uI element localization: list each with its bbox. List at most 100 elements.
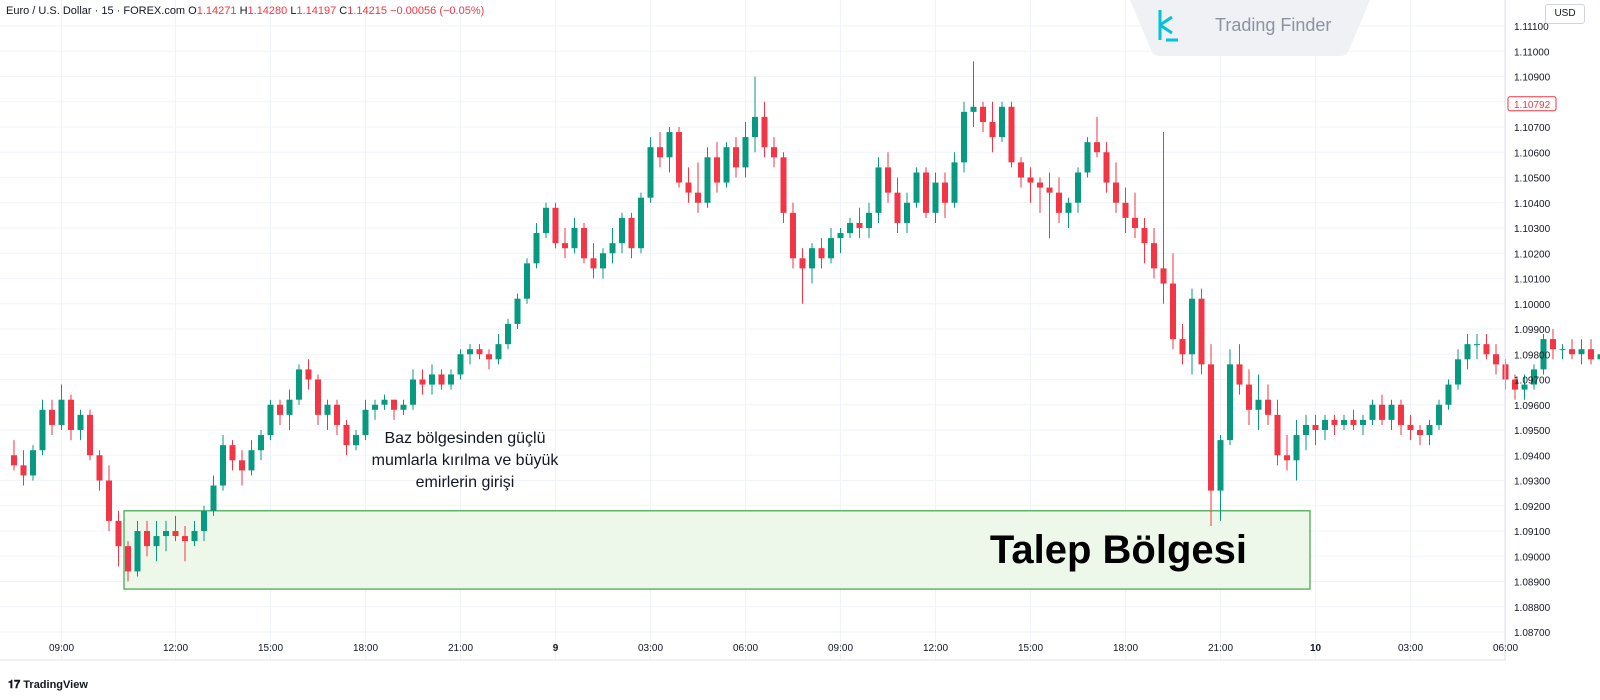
candle (1284, 435, 1290, 471)
candle (1094, 116, 1100, 158)
candle (961, 101, 967, 173)
candle (448, 369, 454, 390)
time-tick-label: 15:00 (258, 643, 283, 654)
last-price-label: 1.10792 (1507, 96, 1557, 112)
price-tick-label: 1.09500 (1514, 426, 1551, 437)
candle (1350, 409, 1357, 430)
candle (1417, 424, 1423, 446)
candle (1236, 344, 1243, 395)
candle (1474, 334, 1480, 360)
candle (1084, 137, 1091, 178)
candle (1151, 228, 1157, 279)
candle (438, 369, 445, 390)
candle (172, 515, 179, 542)
time-tick-label: 06:00 (1493, 643, 1518, 654)
candle (58, 384, 65, 430)
candle (837, 228, 844, 254)
candle (1075, 167, 1081, 213)
candle (1369, 399, 1376, 425)
logo-text: Trading Finder (1215, 15, 1332, 35)
candle (77, 409, 84, 441)
price-tick-label: 1.09800 (1514, 350, 1551, 361)
candle (87, 409, 93, 461)
candle (49, 399, 55, 436)
candle (524, 258, 530, 304)
price-tick-label: 1.10700 (1514, 123, 1551, 134)
candle (153, 520, 160, 562)
candle (695, 162, 701, 213)
candle (1597, 354, 1600, 360)
candle (628, 212, 635, 259)
candle (1464, 334, 1471, 370)
candle (1141, 217, 1148, 264)
open-value: 1.14271 (196, 5, 237, 17)
price-tick-label: 1.09900 (1514, 325, 1551, 336)
candle (666, 127, 673, 173)
candle (1388, 399, 1395, 430)
candle (1493, 344, 1499, 375)
candle (106, 465, 112, 531)
price-tick-label: 1.11100 (1514, 22, 1549, 33)
price-tick-label: 1.10100 (1514, 275, 1551, 286)
candle (733, 137, 739, 178)
candle (1512, 374, 1518, 400)
currency-button[interactable]: USD (1545, 4, 1585, 24)
candle (68, 394, 74, 441)
time-tick-label: 09:00 (49, 643, 74, 654)
candle (134, 520, 141, 577)
candle (638, 192, 644, 254)
candle (239, 450, 245, 486)
candle (1056, 177, 1062, 223)
price-tick-label: 1.09700 (1514, 376, 1551, 387)
candle (1132, 192, 1138, 239)
candle (1360, 414, 1366, 436)
candle (486, 349, 492, 370)
candle (1578, 339, 1585, 365)
low-label: L (290, 5, 297, 17)
candle (1046, 172, 1053, 239)
candle (856, 207, 863, 239)
candle (885, 152, 891, 203)
open-label: O (188, 5, 197, 17)
price-axis[interactable]: 1.111001.110001.109001.108001.107001.106… (1514, 22, 1551, 639)
candle (324, 399, 331, 430)
last-price-box (1507, 96, 1557, 112)
candle (1027, 167, 1034, 203)
time-axis[interactable]: 09:00 12:00 15:00 18:00 21:00 9 03:00 06:00 09:0… (49, 643, 1518, 654)
close-label: C (339, 5, 348, 17)
candle (771, 137, 777, 168)
candle (1113, 162, 1119, 213)
candle (410, 369, 416, 410)
price-tick-label: 1.11000 (1514, 47, 1550, 58)
candle (552, 202, 559, 249)
time-tick-label: 03:00 (638, 643, 663, 654)
time-tick-label: 9 (553, 643, 559, 654)
candle (543, 202, 549, 239)
high-label: H (239, 5, 248, 17)
candle (1331, 414, 1338, 436)
candle (1312, 414, 1319, 446)
candle (125, 541, 131, 582)
candle (1255, 374, 1262, 430)
candle (875, 157, 882, 223)
candle (277, 399, 283, 425)
candle (714, 142, 720, 193)
candle (571, 217, 578, 254)
candle (229, 440, 236, 471)
candle (790, 202, 796, 269)
candle (894, 177, 901, 234)
candle (248, 440, 255, 476)
candle (457, 349, 464, 380)
candle (590, 243, 597, 279)
candle (828, 228, 834, 264)
candle (362, 399, 369, 441)
price-tick-label: 1.09200 (1514, 502, 1551, 513)
candle (1189, 288, 1195, 375)
candle (1322, 414, 1328, 441)
candle (372, 399, 378, 420)
candle (989, 101, 996, 153)
candle (11, 440, 17, 471)
candle (980, 101, 986, 133)
candle (866, 202, 872, 239)
